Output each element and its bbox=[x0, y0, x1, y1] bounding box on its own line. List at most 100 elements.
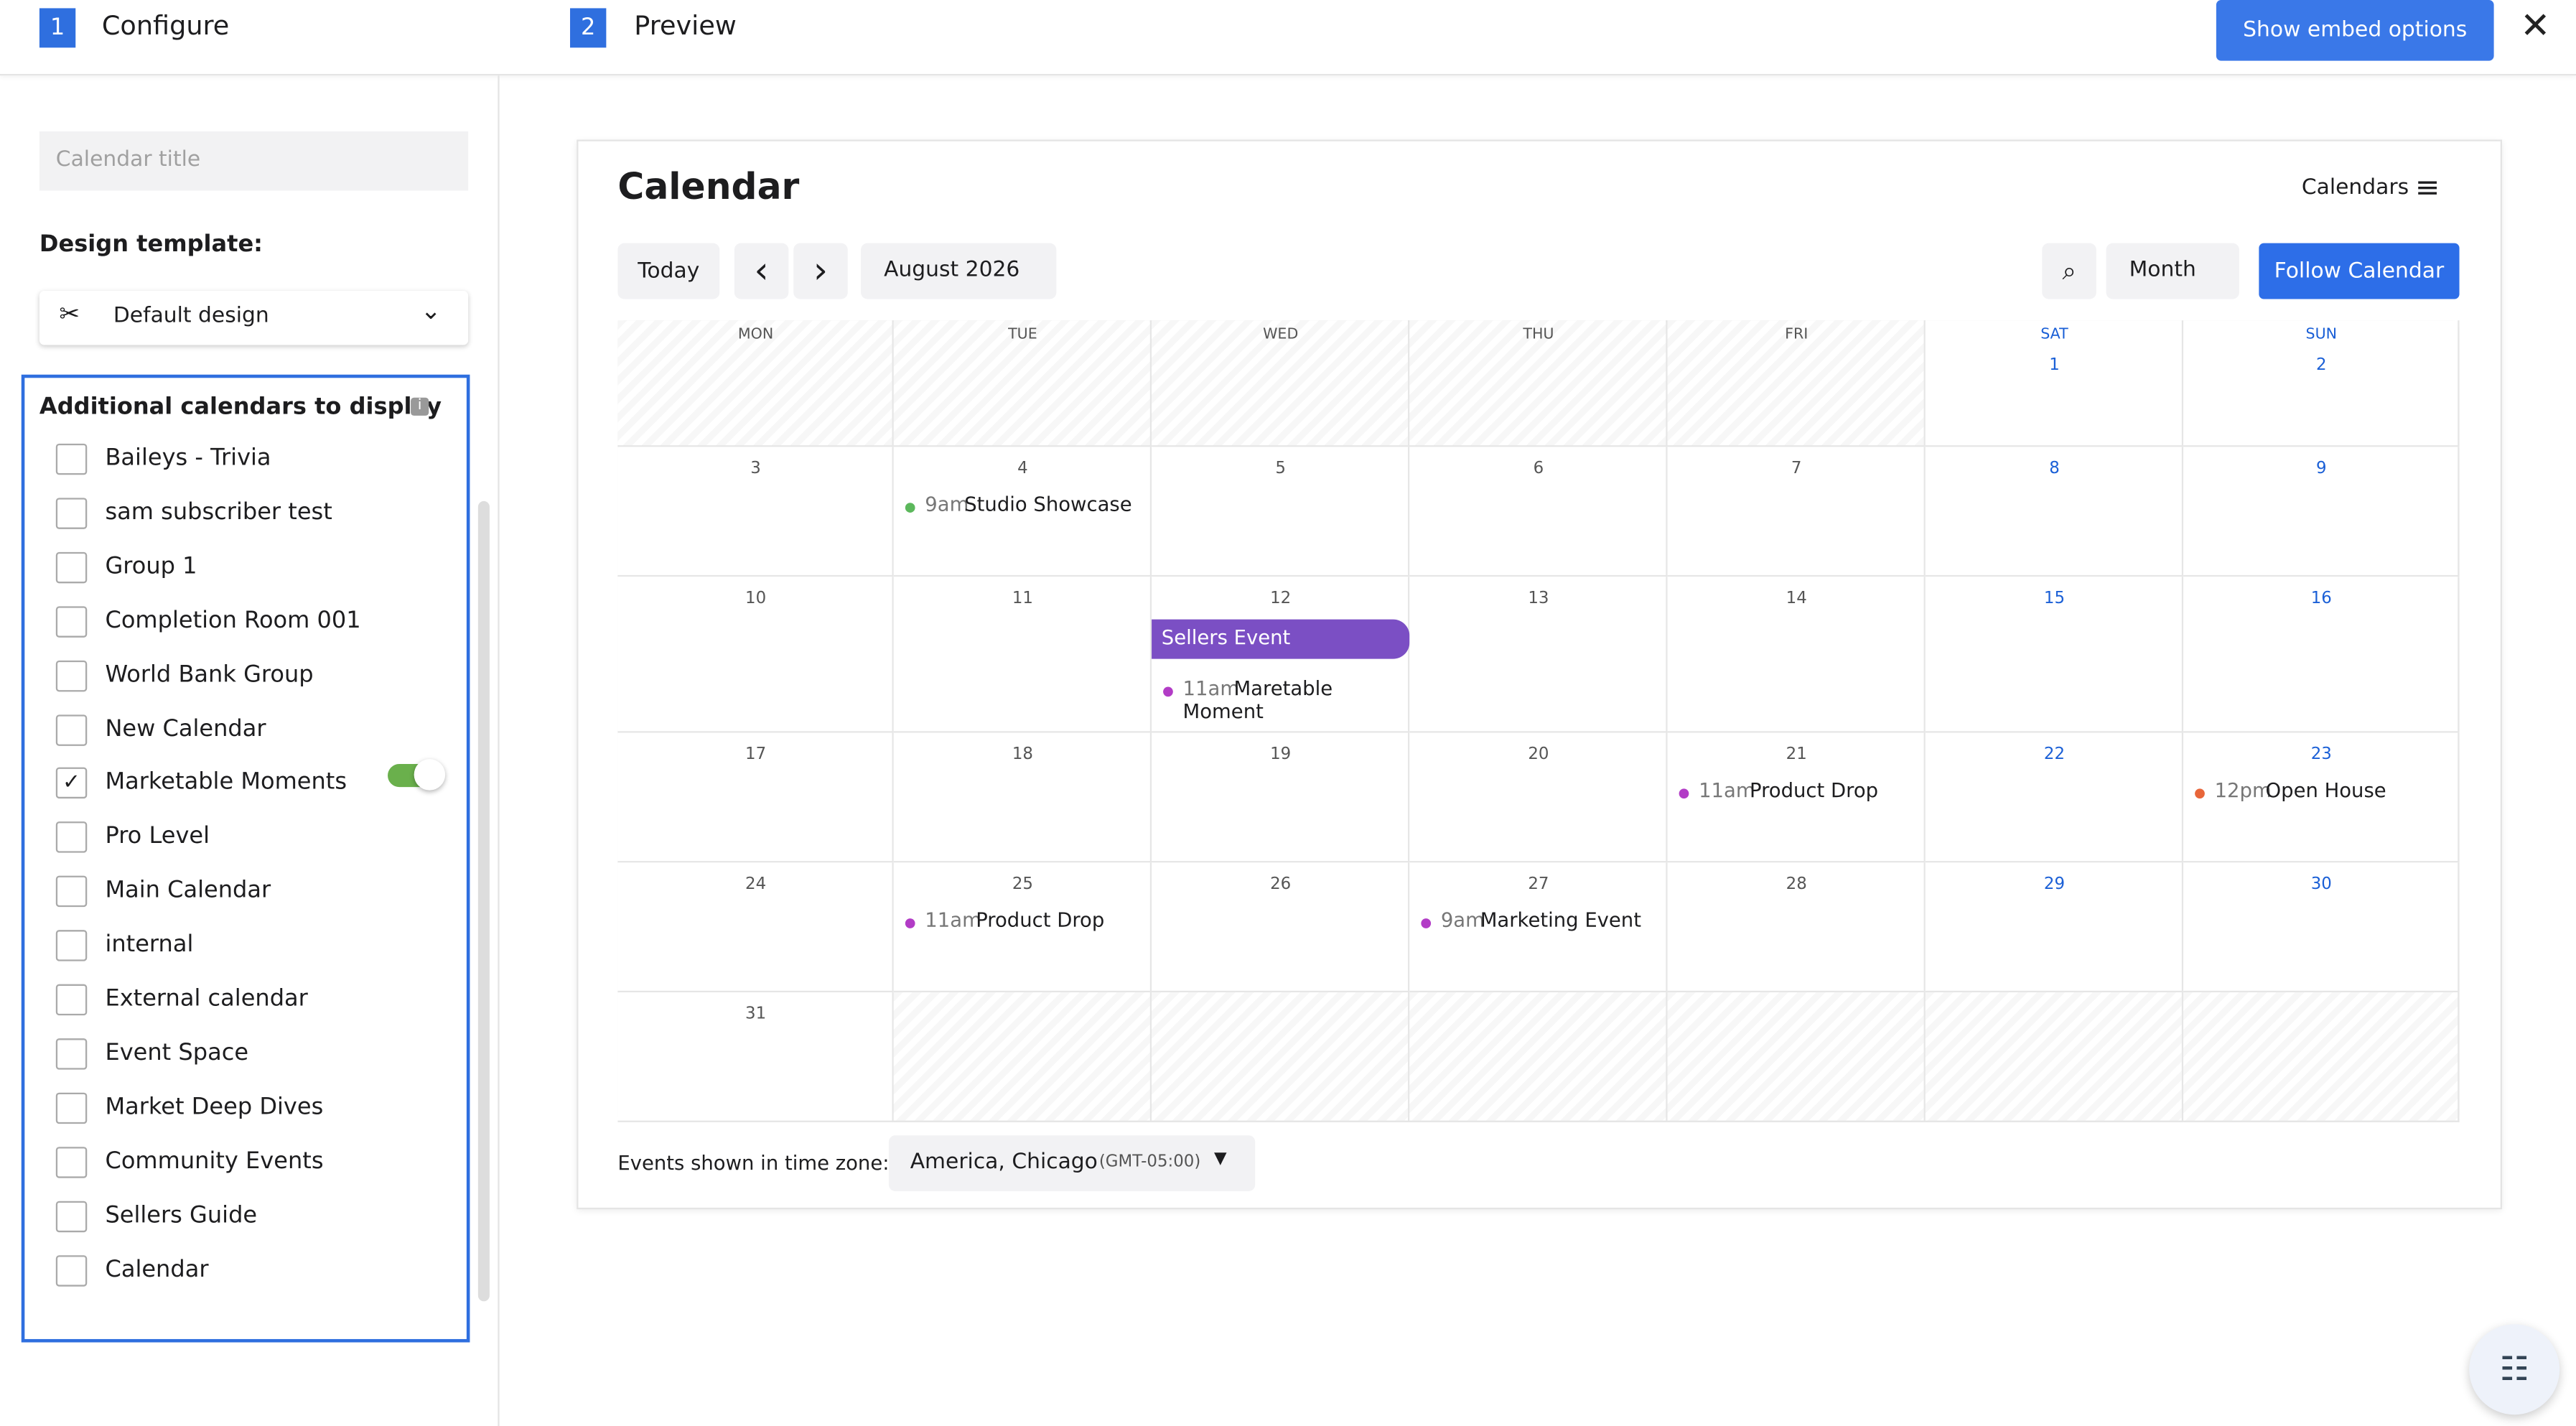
event-time[interactable]: 9am bbox=[925, 493, 969, 516]
search-button[interactable]: ⌕ bbox=[2042, 243, 2096, 299]
day-cell bbox=[1667, 992, 1926, 1122]
day-cell: WED bbox=[1152, 320, 1410, 447]
timezone-picker[interactable]: America, Chicago (GMT-05:00) ▼ bbox=[888, 1135, 1256, 1191]
checkbox[interactable] bbox=[55, 551, 88, 583]
day-cell: 16 bbox=[2183, 577, 2460, 733]
day-number: 23 bbox=[2310, 745, 2332, 765]
weekday-label: TUE bbox=[1008, 327, 1037, 344]
day-cell bbox=[1409, 992, 1668, 1122]
checkbox[interactable] bbox=[55, 1146, 88, 1178]
scrollbar bbox=[477, 500, 490, 1302]
toggle[interactable] bbox=[388, 760, 446, 791]
calendar-label: sam subscriber test bbox=[105, 499, 332, 526]
day-number: 8 bbox=[2049, 460, 2060, 478]
view-picker[interactable]: Month bbox=[2106, 243, 2239, 299]
checkbox[interactable] bbox=[55, 876, 88, 908]
chat-button[interactable]: ☷ bbox=[2469, 1324, 2560, 1415]
checkbox[interactable] bbox=[55, 605, 88, 638]
month-picker[interactable]: August 2026 bbox=[861, 243, 1057, 299]
checkbox[interactable] bbox=[55, 443, 88, 475]
calendar-label: Marketable Moments bbox=[105, 769, 347, 796]
checkbox[interactable] bbox=[55, 498, 88, 529]
calendar-label: Calendar bbox=[105, 1256, 209, 1282]
calendar-label: Community Events bbox=[105, 1147, 324, 1175]
day-cell: 22 bbox=[1925, 732, 2184, 863]
day-number: 25 bbox=[1012, 875, 1033, 894]
design-icon: ✂ bbox=[59, 299, 80, 329]
day-number: 27 bbox=[1528, 875, 1549, 894]
day-cell: 27 9am Marketing Event bbox=[1409, 862, 1668, 993]
day-cell: 20 bbox=[1409, 732, 1668, 863]
close-button[interactable]: ✕ bbox=[2520, 6, 2551, 48]
event-time[interactable]: 12pm bbox=[2214, 778, 2272, 802]
menu-icon[interactable]: ≡ bbox=[2414, 170, 2440, 206]
calendar-label: Group 1 bbox=[105, 553, 197, 580]
checkbox[interactable] bbox=[55, 821, 88, 854]
day-number: 4 bbox=[1017, 460, 1028, 478]
day-cell: MON bbox=[617, 320, 894, 447]
event-time[interactable]: 11am bbox=[925, 908, 981, 932]
event-dot bbox=[905, 918, 915, 928]
nav-button[interactable]: ‹ bbox=[734, 243, 789, 299]
event-bar[interactable]: Sellers Event bbox=[1152, 619, 1410, 659]
day-number: 31 bbox=[745, 1005, 767, 1024]
month-label: August 2026 bbox=[884, 258, 1020, 283]
event-time[interactable]: 11am bbox=[1699, 778, 1755, 802]
day-number: 24 bbox=[745, 875, 767, 894]
day-cell: 19 bbox=[1152, 732, 1410, 863]
checkbox[interactable] bbox=[55, 1092, 88, 1124]
day-number: 18 bbox=[1012, 745, 1033, 765]
day-cell: 30 bbox=[2183, 862, 2460, 993]
step-number: 1 bbox=[39, 8, 76, 48]
design-dropdown[interactable]: Default design ✂ ⌄ bbox=[39, 291, 468, 345]
checkbox[interactable] bbox=[55, 1038, 88, 1070]
checkbox[interactable]: ✓ bbox=[55, 768, 88, 799]
day-cell: 3 bbox=[617, 447, 894, 577]
checkbox[interactable] bbox=[55, 1254, 88, 1286]
day-number: 29 bbox=[2043, 875, 2066, 894]
checkbox[interactable] bbox=[55, 984, 88, 1016]
day-cell: 4 9am Studio Showcase bbox=[893, 447, 1152, 577]
checkbox[interactable] bbox=[55, 1200, 88, 1232]
day-cell: 5 bbox=[1152, 447, 1410, 577]
day-cell: 25 11am Product Drop bbox=[893, 862, 1152, 993]
today-button[interactable]: Today bbox=[617, 243, 720, 299]
day-number: 28 bbox=[1786, 875, 1807, 894]
day-number: 2 bbox=[2316, 356, 2327, 375]
event-time[interactable]: 9am bbox=[1440, 908, 1485, 932]
step-label: Configure bbox=[101, 9, 230, 42]
event-title[interactable]: Product Drop bbox=[1750, 778, 1879, 802]
day-number: 17 bbox=[745, 745, 767, 765]
checkbox[interactable] bbox=[55, 659, 88, 691]
title-input[interactable]: Calendar title bbox=[39, 131, 469, 191]
preview-card bbox=[577, 139, 2503, 1210]
weekday-label: FRI bbox=[1785, 327, 1809, 344]
weekday-label: MON bbox=[737, 327, 774, 344]
calendars-menu[interactable]: Calendars bbox=[2301, 175, 2409, 201]
event-title[interactable]: Marketing Event bbox=[1480, 908, 1641, 932]
day-cell: 10 bbox=[617, 577, 894, 733]
event-dot bbox=[1163, 686, 1173, 697]
calendar-label: New Calendar bbox=[105, 715, 266, 742]
event-title[interactable]: Maretable Moment bbox=[1182, 676, 1333, 723]
day-number: 30 bbox=[2310, 875, 2332, 894]
design-label: Design template: bbox=[39, 231, 263, 258]
day-number: 16 bbox=[2310, 589, 2332, 608]
nav-button[interactable]: › bbox=[793, 243, 848, 299]
event-title[interactable]: Studio Showcase bbox=[964, 493, 1132, 516]
event-time[interactable]: 11am bbox=[1182, 676, 1240, 700]
checkbox[interactable] bbox=[55, 930, 88, 961]
calendar-label: internal bbox=[105, 931, 194, 959]
timezone-label: Events shown in time zone: bbox=[617, 1152, 890, 1175]
checkbox[interactable] bbox=[55, 714, 88, 745]
event-title[interactable]: Product Drop bbox=[976, 908, 1105, 932]
calendars-box bbox=[21, 374, 470, 1343]
embed-button[interactable]: Show embed options bbox=[2216, 0, 2494, 61]
calendars-heading: Additional calendars to display bbox=[39, 394, 442, 421]
day-number: 9 bbox=[2316, 460, 2327, 478]
day-cell: 23 12pm Open House bbox=[2183, 732, 2460, 863]
follow-button[interactable]: Follow Calendar bbox=[2259, 243, 2460, 299]
day-number: 5 bbox=[1275, 460, 1287, 478]
event-title[interactable]: Open House bbox=[2265, 778, 2386, 802]
